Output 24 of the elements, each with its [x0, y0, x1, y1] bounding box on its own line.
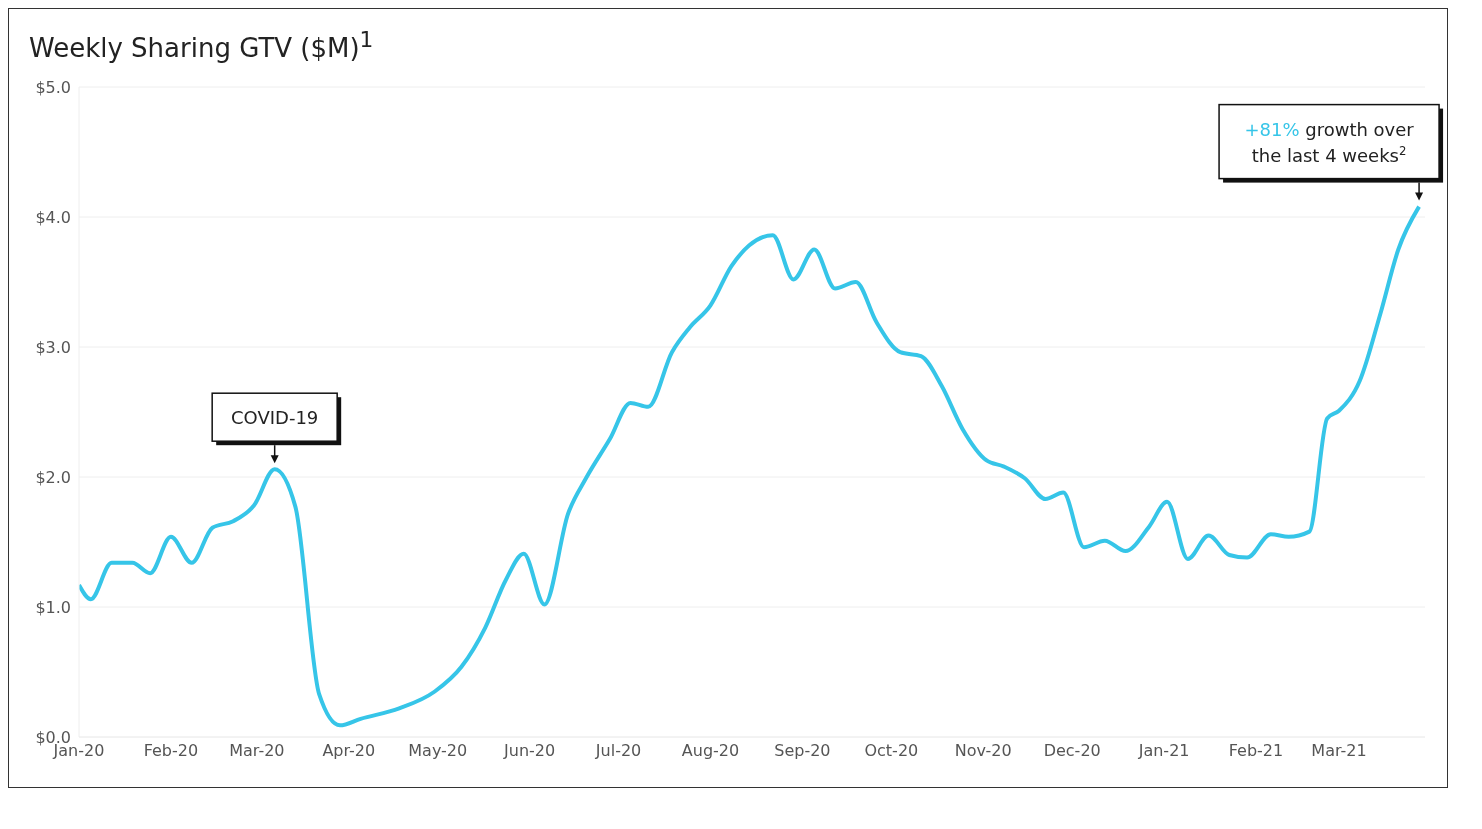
- x-tick-label: Aug-20: [681, 741, 740, 761]
- y-tick-label: $2.0: [35, 467, 71, 487]
- x-tick-label: Nov-20: [954, 741, 1012, 761]
- x-tick-label: Jun-20: [503, 741, 556, 761]
- x-tick-label: Apr-20: [322, 741, 376, 761]
- x-tick-label: Mar-21: [1311, 741, 1367, 761]
- x-tick-label: Jul-20: [594, 741, 642, 761]
- line-series: [79, 204, 1422, 727]
- y-tick-label: $1.0: [35, 597, 71, 617]
- x-tick-label: Feb-20: [143, 741, 199, 761]
- y-tick-label: $4.0: [35, 207, 71, 227]
- x-tick-label: Dec-20: [1043, 741, 1101, 761]
- x-tick-label: Oct-20: [864, 741, 919, 761]
- chart-title: Weekly Sharing GTV ($M)$^{1}$: [28, 26, 375, 65]
- y-tick-label: $5.0: [35, 77, 71, 97]
- x-tick-label: Feb-21: [1228, 741, 1284, 761]
- y-tick-label: $0.0: [35, 727, 71, 747]
- x-tick-label: May-20: [408, 741, 468, 761]
- y-tick-label: $3.0: [35, 337, 71, 357]
- annotation: COVID-19: [231, 406, 319, 428]
- annotation: +81% growth over the last 4 weeks$^{2}$: [1244, 118, 1415, 166]
- x-tick-label: Sep-20: [774, 741, 831, 761]
- x-tick-label: Jan-21: [1137, 741, 1190, 761]
- x-tick-label: Mar-20: [229, 741, 285, 761]
